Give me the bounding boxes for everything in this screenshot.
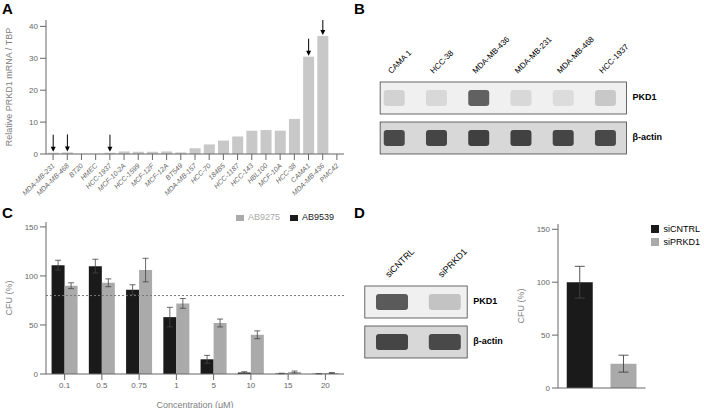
svg-text:siPRKD1: siPRKD1	[436, 247, 469, 280]
svg-text:0.1: 0.1	[59, 381, 71, 390]
html-text:AB9275: AB9275	[247, 212, 280, 222]
svg-text:MCF-10-2A: MCF-10-2A	[96, 161, 127, 193]
svg-text:CAMA 1: CAMA 1	[386, 48, 414, 76]
svg-text:MDA-MB-231: MDA-MB-231	[21, 161, 56, 197]
svg-text:30: 30	[29, 54, 38, 63]
svg-text:0.75: 0.75	[131, 381, 147, 390]
svg-text:0: 0	[34, 150, 39, 159]
svg-text:100: 100	[537, 278, 551, 287]
svg-text:MDA-MB-157: MDA-MB-157	[162, 161, 198, 197]
html-text:siPRKD1: siPRKD1	[663, 237, 700, 247]
svg-text:40: 40	[29, 22, 38, 31]
svg-text:HCC-1937: HCC-1937	[84, 161, 113, 191]
svg-text:HCC-1599: HCC-1599	[112, 161, 142, 191]
svg-text:HCC-70: HCC-70	[189, 161, 212, 185]
svg-text:MDA-MB-231: MDA-MB-231	[513, 34, 554, 75]
svg-text:50: 50	[541, 331, 550, 340]
svg-text:BT20: BT20	[67, 161, 85, 179]
svg-text:150: 150	[537, 225, 551, 234]
svg-text:20: 20	[321, 381, 330, 390]
svg-text:15: 15	[284, 381, 293, 390]
svg-text:MCF-10A: MCF-10A	[256, 161, 283, 188]
svg-text:HBL100: HBL100	[245, 161, 269, 185]
svg-text:150: 150	[25, 223, 39, 232]
svg-text:BT549: BT549	[164, 161, 184, 182]
svg-text:20: 20	[29, 86, 38, 95]
html-text:siCNTRL: siCNTRL	[663, 224, 700, 234]
svg-text:MDA-MB-436: MDA-MB-436	[471, 34, 512, 75]
svg-text:CFU (%): CFU (%)	[8, 281, 14, 316]
svg-text:β-actin: β-actin	[473, 336, 503, 346]
svg-text:CFU (%): CFU (%)	[516, 289, 526, 324]
svg-text:HCC-143: HCC-143	[229, 161, 255, 188]
html-text:D: D	[354, 204, 365, 221]
svg-text:MDA-MB-468: MDA-MB-468	[35, 162, 70, 197]
svg-text:0.5: 0.5	[96, 381, 108, 390]
html-text:AB9539: AB9539	[302, 212, 334, 222]
svg-text:CAMA1: CAMA1	[289, 161, 312, 184]
svg-text:MCF-12F: MCF-12F	[129, 161, 156, 188]
html-text:A: A	[2, 0, 13, 17]
svg-text:1: 1	[174, 381, 179, 390]
svg-text:5: 5	[211, 381, 216, 390]
svg-text:HCC-38: HCC-38	[429, 48, 456, 75]
svg-text:10: 10	[29, 118, 38, 127]
svg-text:siCNTRL: siCNTRL	[383, 247, 416, 280]
svg-text:0: 0	[34, 370, 39, 379]
html-text:C: C	[2, 204, 13, 221]
svg-text:0: 0	[546, 384, 551, 393]
svg-text:Relative PRKD1 mRNA / TBP: Relative PRKD1 mRNA / TBP	[8, 28, 14, 146]
svg-text:MDA-MB-468: MDA-MB-468	[555, 34, 596, 75]
svg-text:HCC-1187: HCC-1187	[212, 161, 241, 190]
svg-text:PKD1: PKD1	[473, 296, 497, 306]
svg-text:HMEC: HMEC	[79, 161, 99, 182]
svg-text:50: 50	[29, 321, 38, 330]
svg-text:100: 100	[25, 272, 39, 281]
svg-text:MDA-MB-436: MDA-MB-436	[290, 161, 326, 197]
svg-text:184B5: 184B5	[206, 161, 227, 182]
svg-text:PKD1: PKD1	[633, 92, 657, 102]
svg-text:Concentration (μM): Concentration (μM)	[156, 400, 233, 408]
svg-text:β-actin: β-actin	[633, 132, 663, 142]
svg-text:MCF-12A: MCF-12A	[143, 161, 170, 188]
html-text:B: B	[354, 0, 365, 17]
svg-text:HCC-38: HCC-38	[274, 161, 298, 185]
svg-text:10: 10	[246, 381, 255, 390]
svg-text:PMC42: PMC42	[318, 162, 340, 184]
svg-text:HCC-1937: HCC-1937	[597, 42, 630, 75]
